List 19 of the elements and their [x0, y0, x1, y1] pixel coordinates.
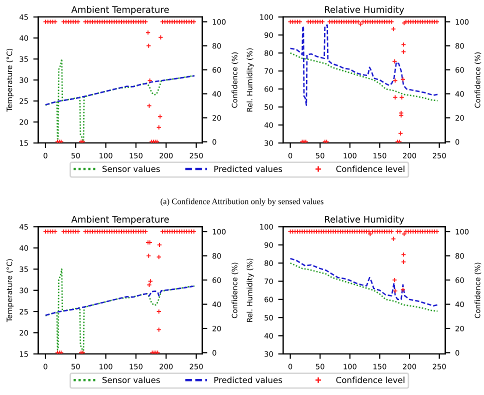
legend-label: Confidence level [336, 376, 404, 384]
chart-title: Ambient Temperature [71, 6, 169, 15]
line-series [290, 24, 438, 106]
legend-label: Confidence level [336, 166, 404, 172]
line-series [44, 268, 196, 354]
line-series [44, 58, 196, 143]
line-series [290, 262, 438, 312]
line-series [44, 285, 196, 316]
legend-label: Predicted values [214, 376, 282, 384]
legend-label: Predicted values [214, 166, 282, 172]
legend-label: Sensor values [102, 376, 160, 384]
chart-title: Ambient Temperature [71, 216, 169, 224]
line-series [44, 75, 196, 106]
chart-title: Relative Humidity [324, 6, 404, 15]
line-series [290, 52, 438, 102]
text: (a) Confidence Attribution only by sensed values [160, 198, 324, 206]
line-series [290, 258, 438, 306]
chart-title: Relative Humidity [324, 216, 404, 224]
legend-label: Sensor values [102, 166, 160, 172]
